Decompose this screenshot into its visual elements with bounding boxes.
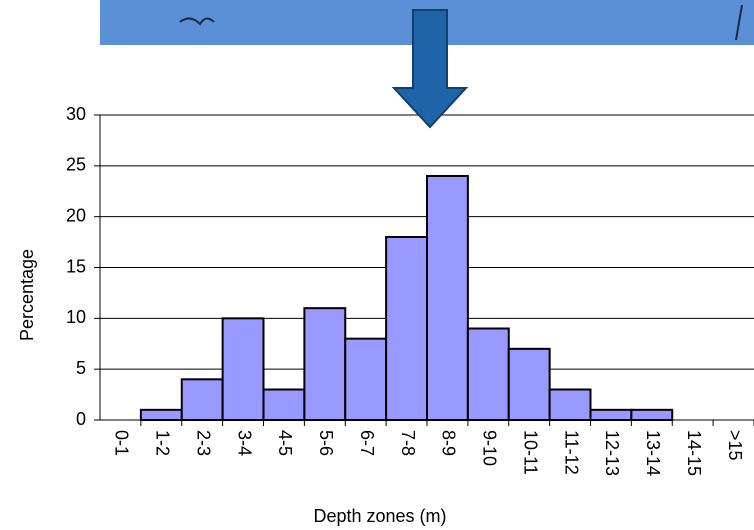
y-tick-label: 25 <box>66 155 86 175</box>
y-tick-label: 0 <box>76 409 86 429</box>
x-tick-label: 7-8 <box>398 430 418 456</box>
bar <box>466 327 510 421</box>
x-tick-label: 14-15 <box>684 430 704 476</box>
bar <box>262 388 306 421</box>
x-tick-label: 8-9 <box>439 430 459 456</box>
x-tick-label: 10-11 <box>520 430 540 475</box>
x-tick-label: 13-14 <box>643 430 663 476</box>
bar <box>507 347 551 422</box>
bar <box>426 175 469 421</box>
y-tick-label: 20 <box>66 205 86 225</box>
x-tick-label: 9-10 <box>480 430 500 466</box>
banner-detail <box>735 4 743 41</box>
bar <box>630 408 674 422</box>
x-tick-label: 4-5 <box>275 430 295 456</box>
x-tick-label: 2-3 <box>193 430 213 456</box>
bar <box>303 307 347 421</box>
y-axis-label: Percentage <box>17 249 37 341</box>
y-tick-label: 5 <box>76 358 86 378</box>
bar <box>589 408 633 422</box>
x-tick-label: 12-13 <box>602 430 622 476</box>
x-tick-label: 11-12 <box>561 430 581 475</box>
x-tick-label: 6-7 <box>357 430 377 456</box>
x-tick-label: 5-6 <box>316 430 336 456</box>
bar <box>344 337 388 421</box>
x-tick-label: 3-4 <box>234 430 254 456</box>
down-arrow <box>391 9 469 129</box>
bar <box>548 388 592 421</box>
banner-detail <box>179 17 215 26</box>
x-axis-label: Depth zones (m) <box>313 506 446 526</box>
bar <box>139 408 183 422</box>
y-tick-label: 30 <box>66 104 86 124</box>
x-tick-label: 0-1 <box>112 430 132 456</box>
bar <box>385 236 428 421</box>
y-tick-label: 10 <box>66 307 86 327</box>
bar <box>180 378 224 422</box>
bar <box>221 317 265 422</box>
y-tick-label: 15 <box>66 256 86 276</box>
x-tick-label: 1-2 <box>153 430 173 456</box>
x-tick-label: >15 <box>725 430 745 461</box>
